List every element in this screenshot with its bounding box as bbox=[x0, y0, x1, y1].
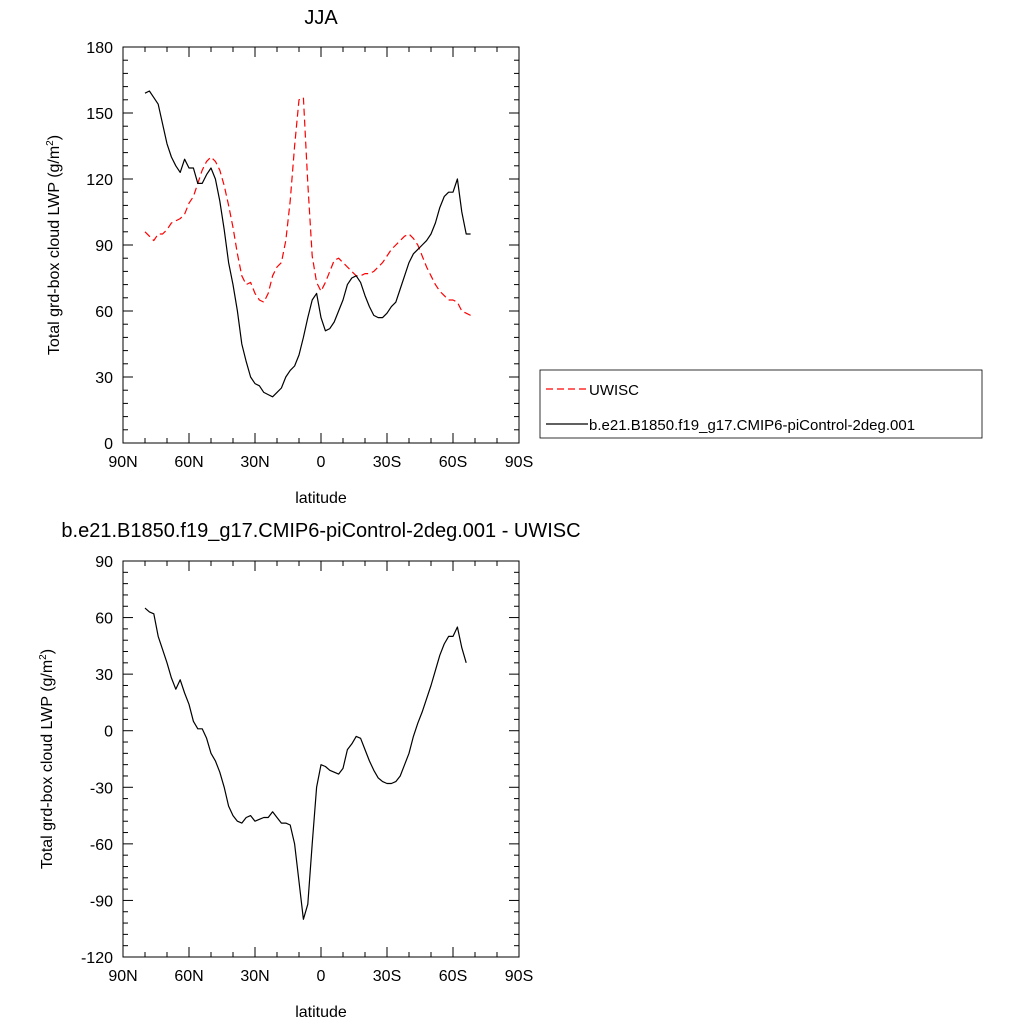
bottom-y-axis-label-sup: 2 bbox=[38, 654, 49, 660]
top-x-tick-label: 90S bbox=[505, 454, 533, 471]
top-y-tick-label: 30 bbox=[95, 370, 113, 387]
bottom-y-tick-label: 60 bbox=[95, 611, 113, 628]
top-x-tick-label: 60S bbox=[439, 454, 467, 471]
bottom-ticks: -120 -90 -60 -30 0 30 60 90 90N 60N 30N 0 30S 60S 90S bbox=[81, 554, 533, 985]
legend-label-model: b.e21.B1850.f19_g17.CMIP6-piControl-2deg… bbox=[589, 417, 915, 434]
top-x-tick-label: 90N bbox=[108, 454, 137, 471]
bottom-series-line-0 bbox=[144, 607, 467, 920]
bottom-y-axis-label: Total grd-box cloud LWP (g/m2) bbox=[38, 649, 56, 869]
top-x-tick-label: 60N bbox=[174, 454, 203, 471]
bottom-x-tick-label: 90S bbox=[505, 968, 533, 985]
top-ticks: 0 30 60 90 120 150 180 90N 60N 30N 0 30S 60S 90S bbox=[86, 40, 533, 471]
bottom-plot-area bbox=[144, 607, 467, 920]
bottom-panel: b.e21.B1850.f19_g17.CMIP6-piControl-2deg… bbox=[38, 520, 581, 1021]
legend: UWISC b.e21.B1850.f19_g17.CMIP6-piContro… bbox=[539, 369, 983, 439]
top-y-tick-label: 0 bbox=[104, 436, 113, 453]
bottom-chart-title: b.e21.B1850.f19_g17.CMIP6-piControl-2deg… bbox=[61, 520, 580, 542]
bottom-y-axis-label-main: Total grd-box cloud LWP (g/m bbox=[39, 660, 56, 869]
bottom-plot-frame bbox=[122, 560, 520, 958]
top-y-tick-label: 120 bbox=[86, 172, 113, 189]
top-plot-frame bbox=[122, 46, 520, 444]
legend-box bbox=[539, 369, 983, 439]
bottom-y-tick-label: -120 bbox=[81, 950, 113, 967]
top-y-axis-label-main: Total grd-box cloud LWP (g/m bbox=[46, 146, 63, 355]
top-series-line-0 bbox=[144, 96, 471, 316]
top-y-axis-label-sup: 2 bbox=[45, 140, 56, 146]
top-chart-title: JJA bbox=[304, 7, 338, 29]
bottom-y-tick-label: 0 bbox=[104, 724, 113, 741]
bottom-y-tick-label: -60 bbox=[90, 837, 113, 854]
top-y-tick-label: 150 bbox=[86, 106, 113, 123]
top-y-tick-label: 90 bbox=[95, 238, 113, 255]
top-y-tick-label: 180 bbox=[86, 40, 113, 57]
bottom-x-tick-label: 30N bbox=[240, 968, 269, 985]
bottom-x-tick-label: 0 bbox=[317, 968, 326, 985]
bottom-x-tick-label: 60N bbox=[174, 968, 203, 985]
bottom-x-tick-label: 30S bbox=[373, 968, 401, 985]
top-y-axis-label-close: ) bbox=[46, 135, 63, 140]
top-plot-area bbox=[144, 90, 471, 398]
top-y-tick-label: 60 bbox=[95, 304, 113, 321]
bottom-y-tick-label: 30 bbox=[95, 667, 113, 684]
top-x-tick-label: 0 bbox=[317, 454, 326, 471]
bottom-x-tick-label: 90N bbox=[108, 968, 137, 985]
bottom-y-tick-label: -30 bbox=[90, 780, 113, 797]
top-x-tick-label: 30S bbox=[373, 454, 401, 471]
top-x-tick-label: 30N bbox=[240, 454, 269, 471]
top-series-line-1 bbox=[144, 90, 471, 398]
bottom-x-axis-label: latitude bbox=[295, 1004, 347, 1021]
top-y-axis-label: Total grd-box cloud LWP (g/m2) bbox=[45, 135, 63, 355]
bottom-y-tick-label: 90 bbox=[95, 554, 113, 571]
legend-label-uwisc: UWISC bbox=[589, 382, 639, 399]
top-x-axis-label: latitude bbox=[295, 490, 347, 507]
bottom-x-tick-label: 60S bbox=[439, 968, 467, 985]
bottom-y-tick-label: -90 bbox=[90, 893, 113, 910]
bottom-y-axis-label-close: ) bbox=[39, 649, 56, 654]
